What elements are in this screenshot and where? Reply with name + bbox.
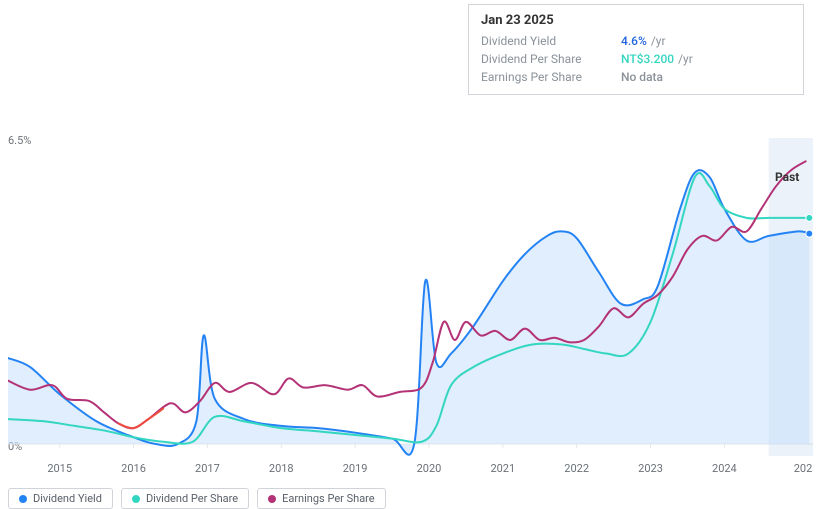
legend-item[interactable]: Dividend Per Share <box>121 488 249 509</box>
tooltip-row-value: No data <box>621 70 663 84</box>
legend-label: Dividend Yield <box>33 492 102 505</box>
chart-container: Jan 23 2025 Dividend Yield4.6%/yrDividen… <box>0 0 821 508</box>
legend-dot <box>268 495 276 503</box>
tooltip-row-unit: /yr <box>651 34 666 48</box>
x-tick-label: 202 <box>794 462 813 475</box>
x-tick-label: 2015 <box>47 462 72 475</box>
legend-label: Earnings Per Share <box>282 492 375 505</box>
x-tick-label: 2019 <box>343 462 368 475</box>
tooltip-row-label: Dividend Yield <box>481 34 621 48</box>
x-tick-label: 2017 <box>195 462 220 475</box>
hover-tooltip: Jan 23 2025 Dividend Yield4.6%/yrDividen… <box>468 4 804 95</box>
chart-plot-area[interactable] <box>8 138 813 456</box>
legend-dot <box>132 495 140 503</box>
legend-item[interactable]: Dividend Yield <box>8 488 113 509</box>
x-tick-label: 2016 <box>121 462 146 475</box>
tooltip-row-value: NT$3.200 <box>621 52 674 66</box>
x-tick-label: 2020 <box>417 462 442 475</box>
x-tick-label: 2021 <box>490 462 515 475</box>
x-tick-label: 2023 <box>638 462 663 475</box>
tooltip-row-value: 4.6% <box>621 34 647 48</box>
tooltip-row-label: Dividend Per Share <box>481 52 621 66</box>
tooltip-row: Earnings Per ShareNo data <box>481 68 791 86</box>
tooltip-date: Jan 23 2025 <box>481 13 791 28</box>
chart-legend: Dividend Yield Dividend Per Share Earnings… <box>8 488 386 509</box>
tooltip-row-unit: /yr <box>678 52 693 66</box>
tooltip-row-label: Earnings Per Share <box>481 70 621 84</box>
chart-svg <box>8 138 813 456</box>
past-marker-label: Past <box>775 170 799 184</box>
x-tick-label: 2024 <box>712 462 737 475</box>
legend-label: Dividend Per Share <box>146 492 238 505</box>
legend-item[interactable]: Earnings Per Share <box>257 488 386 509</box>
tooltip-row: Dividend Yield4.6% /yr <box>481 32 791 50</box>
x-tick-label: 2018 <box>269 462 294 475</box>
legend-dot <box>19 495 27 503</box>
x-tick-label: 2022 <box>564 462 589 475</box>
tooltip-row: Dividend Per ShareNT$3.200/yr <box>481 50 791 68</box>
